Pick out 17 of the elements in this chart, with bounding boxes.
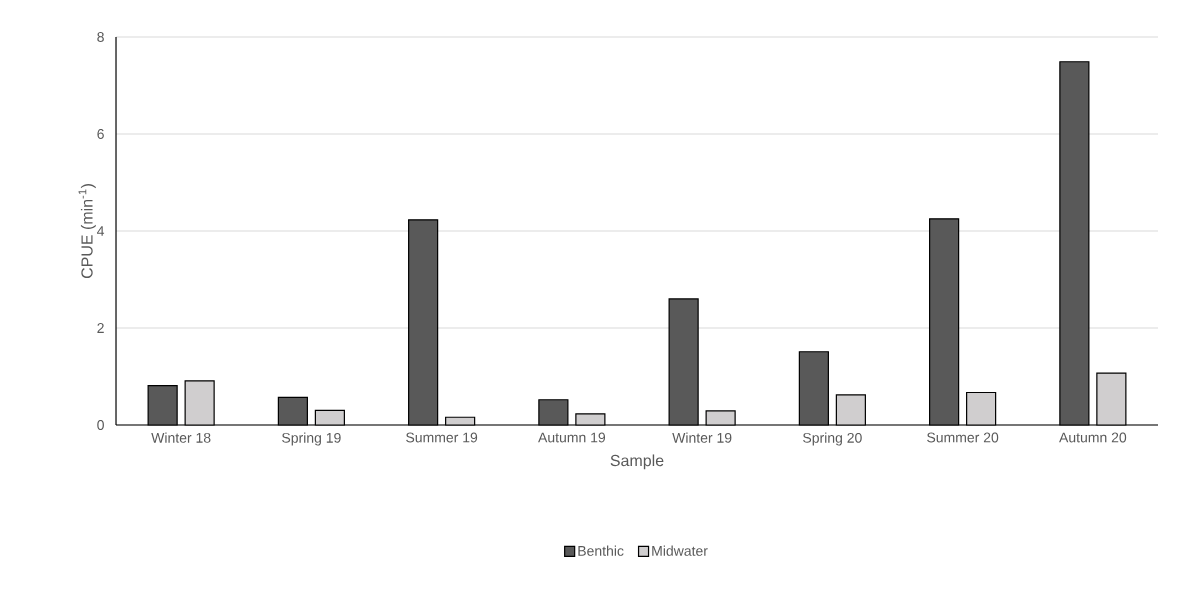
x-tick-label: Winter 19: [672, 432, 732, 443]
x-tick-label: Summer 19: [406, 432, 478, 443]
x-axis-title: Sample: [610, 454, 664, 470]
x-tick-label: Spring 20: [803, 432, 862, 446]
x-tick-label: Autumn 20: [1059, 432, 1127, 443]
y-tick-label: 0: [97, 420, 104, 430]
x-tick-label: Winter 18: [151, 432, 211, 443]
x-tick-label: Autumn 19: [538, 432, 606, 443]
y-tick-label: 2: [97, 323, 104, 333]
x-tick-label: Summer 20: [927, 432, 999, 443]
y-tick-label: 4: [97, 226, 105, 236]
y-axis-title: CPUE (min$^{-1}$): [78, 184, 96, 279]
legend-label: Midwater: [652, 545, 708, 556]
x-tick-label: Spring 19: [282, 432, 341, 446]
legend-label: Benthic: [578, 545, 624, 556]
y-tick-label: 8: [97, 32, 104, 42]
y-tick-label: 6: [97, 129, 104, 139]
